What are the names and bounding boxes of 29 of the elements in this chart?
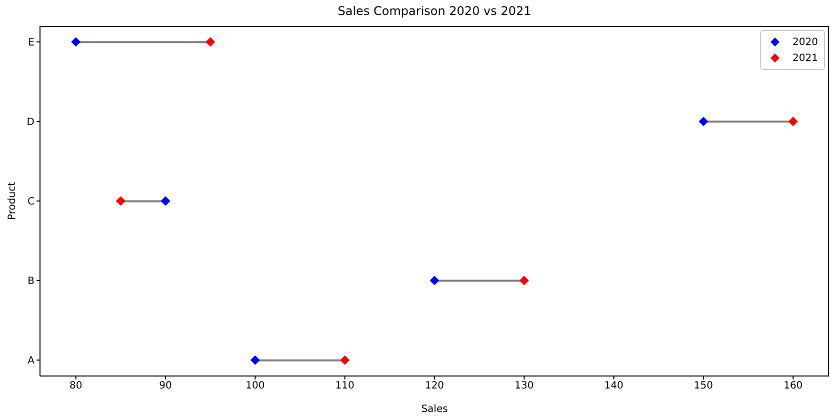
x-tick-label: 150	[694, 380, 714, 392]
x-tick-label: 90	[159, 380, 172, 392]
point	[519, 276, 529, 286]
x-tick-label: 80	[69, 380, 82, 392]
x-tick-label: 110	[335, 380, 354, 392]
legend-label: 2020	[792, 36, 818, 48]
x-tick-label: 130	[514, 380, 534, 392]
x-tick-label: 140	[604, 380, 624, 392]
point	[116, 196, 126, 206]
y-axis-title: Product	[6, 182, 18, 220]
x-tick-label: 120	[424, 380, 444, 392]
point	[698, 116, 708, 126]
x-tick-label: 100	[246, 380, 265, 392]
point	[71, 37, 81, 47]
point	[250, 355, 260, 365]
point	[788, 116, 798, 126]
point	[340, 355, 350, 365]
chart-title: Sales Comparison 2020 vs 2021	[336, 4, 532, 19]
x-axis-title: Sales	[421, 404, 448, 415]
x-tick-label: 160	[784, 380, 803, 392]
legend-label: 2021	[792, 52, 818, 64]
y-tick-label: D	[26, 117, 35, 128]
y-tick-label: C	[28, 196, 35, 208]
point	[206, 37, 216, 47]
y-tick-label: B	[28, 276, 35, 288]
y-tick-label: A	[28, 356, 35, 367]
y-tick-label: E	[28, 37, 34, 48]
point	[160, 196, 170, 206]
point	[430, 276, 440, 286]
